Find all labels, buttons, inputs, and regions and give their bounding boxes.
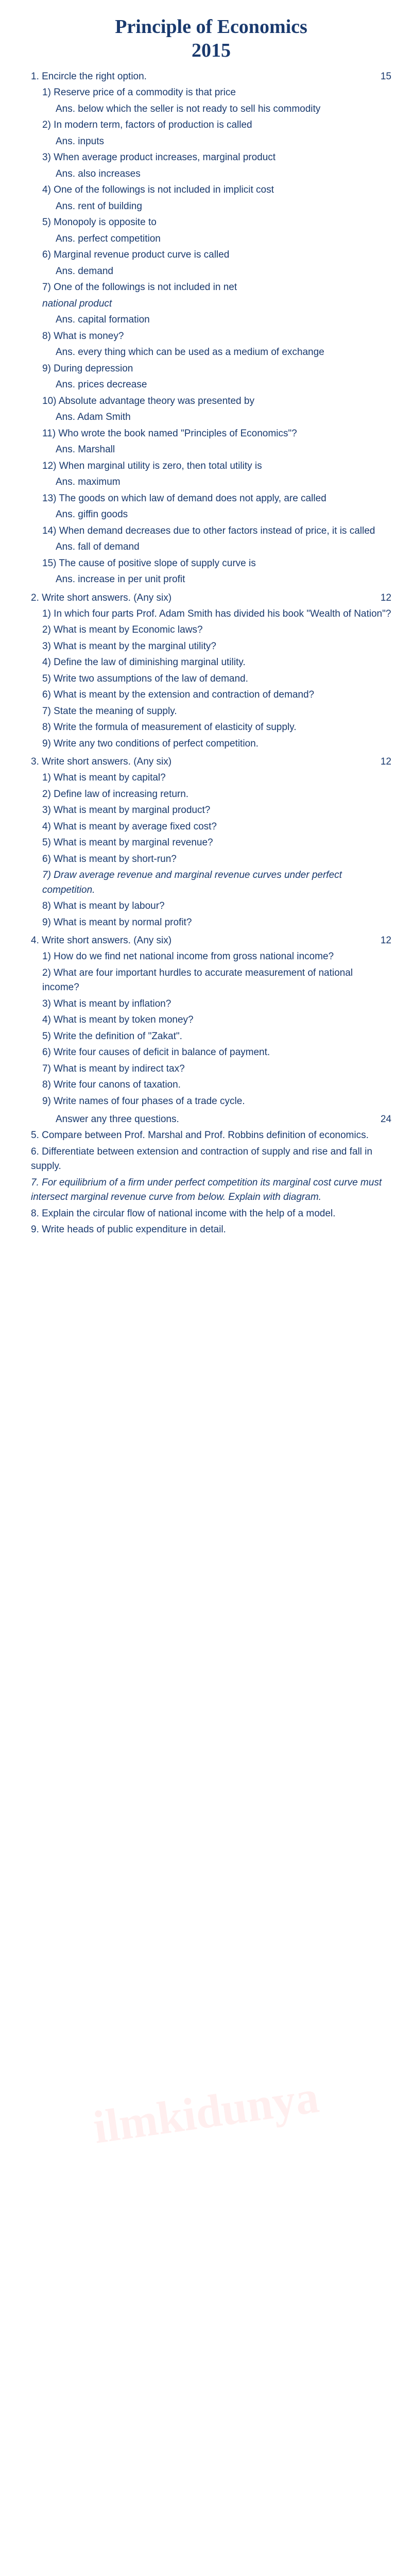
answer: Ans. prices decrease	[56, 378, 391, 393]
question: 2) Define law of increasing return.	[42, 787, 391, 802]
question: 14) When demand decreases due to other f…	[42, 524, 391, 539]
question: 13) The goods on which law of demand doe…	[42, 492, 391, 506]
answer: Ans. Marshall	[56, 443, 391, 457]
answer: Ans. below which the seller is not ready…	[56, 102, 391, 117]
question: 15) The cause of positive slope of suppl…	[42, 556, 391, 571]
question: 4) What is meant by token money?	[42, 1013, 391, 1028]
answer: Ans. giffin goods	[56, 507, 391, 522]
question: 3) What is meant by the marginal utility…	[42, 639, 391, 654]
question-italic: 7) Draw average revenue and marginal rev…	[42, 868, 391, 897]
section-5-header: Answer any three questions.24	[56, 1114, 391, 1125]
question: 7) One of the followings is not included…	[42, 280, 391, 295]
answer: Ans. also increases	[56, 167, 391, 182]
question: 8) Write the formula of measurement of e…	[42, 720, 391, 735]
question: 4) One of the followings is not included…	[42, 183, 391, 198]
long-question: 8. Explain the circular flow of national…	[31, 1207, 391, 1222]
question: 1) What is meant by capital?	[42, 771, 391, 786]
question: 8) What is money?	[42, 329, 391, 344]
question: 6) Marginal revenue product curve is cal…	[42, 248, 391, 263]
long-question: 9. Write heads of public expenditure in …	[31, 1223, 391, 1238]
question: 4) What is meant by average fixed cost?	[42, 820, 391, 835]
watermark: ilmkidunya	[90, 2070, 322, 2154]
long-question: 5. Compare between Prof. Marshal and Pro…	[31, 1128, 391, 1143]
section-3-header: 3. Write short answers. (Any six)12	[31, 756, 391, 768]
question: 6) Write four causes of deficit in balan…	[42, 1045, 391, 1060]
question: 5) Monopoly is opposite to	[42, 215, 391, 230]
question: 9) Write names of four phases of a trade…	[42, 1094, 391, 1109]
answer: Ans. increase in per unit profit	[56, 572, 391, 587]
section-2-header: 2. Write short answers. (Any six)12	[31, 592, 391, 604]
question: 11) Who wrote the book named "Principles…	[42, 427, 391, 442]
question: 6) What is meant by the extension and co…	[42, 688, 391, 703]
answer: Ans. every thing which can be used as a …	[56, 345, 391, 360]
question: 5) Write the definition of "Zakat".	[42, 1029, 391, 1044]
question: 5) Write two assumptions of the law of d…	[42, 672, 391, 687]
answer: Ans. fall of demand	[56, 540, 391, 555]
question-italic: national product	[42, 297, 391, 312]
question: 9) What is meant by normal profit?	[42, 916, 391, 930]
answer: Ans. maximum	[56, 475, 391, 490]
paper-year: 2015	[31, 39, 391, 62]
question: 6) What is meant by short-run?	[42, 852, 391, 867]
question: 9) During depression	[42, 362, 391, 377]
question: 8) Write four canons of taxation.	[42, 1078, 391, 1093]
question: 3) When average product increases, margi…	[42, 150, 391, 165]
answer: Ans. rent of building	[56, 199, 391, 214]
answer: Ans. demand	[56, 264, 391, 279]
question: 7) State the meaning of supply.	[42, 704, 391, 719]
question: 8) What is meant by labour?	[42, 899, 391, 914]
question: 1) In which four parts Prof. Adam Smith …	[42, 607, 391, 622]
question: 5) What is meant by marginal revenue?	[42, 836, 391, 851]
question: 1) How do we find net national income fr…	[42, 950, 391, 964]
question: 2) In modern term, factors of production…	[42, 118, 391, 133]
answer: Ans. Adam Smith	[56, 410, 391, 425]
question: 10) Absolute advantage theory was presen…	[42, 394, 391, 409]
question: 9) Write any two conditions of perfect c…	[42, 737, 391, 752]
long-question-italic: 7. For equilibrium of a firm under perfe…	[31, 1176, 391, 1205]
question: 7) What is meant by indirect tax?	[42, 1062, 391, 1077]
question: 12) When marginal utility is zero, then …	[42, 459, 391, 474]
paper-title: Principle of Economics	[31, 15, 391, 38]
question: 2) What is meant by Economic laws?	[42, 623, 391, 638]
question: 1) Reserve price of a commodity is that …	[42, 86, 391, 100]
question: 3) What is meant by inflation?	[42, 997, 391, 1012]
section-4-header: 4. Write short answers. (Any six)12	[31, 935, 391, 946]
question: 3) What is meant by marginal product?	[42, 803, 391, 818]
question: 4) Define the law of diminishing margina…	[42, 655, 391, 670]
question: 2) What are four important hurdles to ac…	[42, 966, 391, 995]
long-question: 6. Differentiate between extension and c…	[31, 1145, 391, 1174]
answer: Ans. inputs	[56, 134, 391, 149]
answer: Ans. perfect competition	[56, 232, 391, 247]
answer: Ans. capital formation	[56, 313, 391, 328]
exam-paper: ilmkidunya Principle of Economics 2015 1…	[0, 0, 412, 2576]
section-1-header: 1. Encircle the right option.15	[31, 71, 391, 82]
